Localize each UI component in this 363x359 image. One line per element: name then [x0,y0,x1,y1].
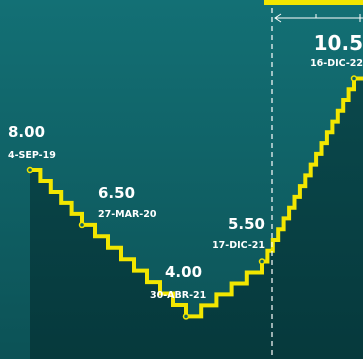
value-label-4: 10.5 [314,31,363,55]
date-label-4: 16-DIC-22 [310,58,363,69]
data-point-3 [258,258,266,265]
value-label-0: 8.00 [8,123,45,141]
data-point-0 [26,166,34,174]
date-label-1: 27-MAR-20 [98,209,157,220]
area-fill [30,78,363,359]
data-point-4 [350,75,358,82]
date-label-2: 30-ABR-21 [150,290,206,301]
highlight-box-edge [264,0,363,5]
value-label-1: 6.50 [98,184,135,202]
date-label-0: 4-SEP-19 [8,150,56,161]
value-label-3: 5.50 [228,215,265,233]
rate-step-line [30,76,363,319]
value-label-2: 4.00 [165,263,202,281]
data-point-1 [78,221,86,229]
period-range-arrow [274,13,363,23]
date-label-3: 17-DIC-21 [212,240,265,251]
data-point-2 [182,313,190,320]
